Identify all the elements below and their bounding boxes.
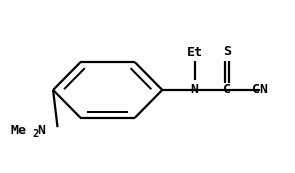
- Text: N: N: [191, 83, 199, 97]
- Text: C: C: [223, 83, 231, 97]
- Text: S: S: [223, 45, 231, 58]
- Text: 2: 2: [32, 129, 38, 139]
- Text: N: N: [37, 124, 45, 137]
- Text: Me: Me: [10, 124, 26, 137]
- Text: Et: Et: [187, 46, 203, 59]
- Text: CN: CN: [252, 83, 268, 97]
